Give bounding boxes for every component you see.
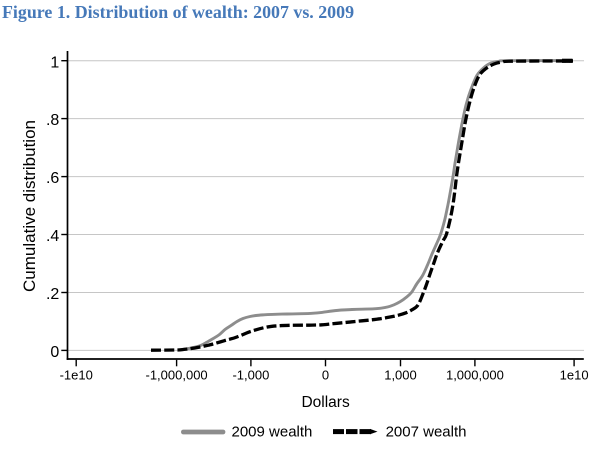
svg-text:-1e10: -1e10 xyxy=(60,367,93,382)
svg-text:.6: .6 xyxy=(46,170,59,187)
svg-text:Figure 1. Distribution of weal: Figure 1. Distribution of wealth: 2007 v… xyxy=(2,2,354,22)
svg-text:Cumulative distribution: Cumulative distribution xyxy=(20,120,39,292)
svg-text:1e10: 1e10 xyxy=(560,367,589,382)
svg-text:-1,000,000: -1,000,000 xyxy=(146,367,208,382)
svg-text:2007 wealth: 2007 wealth xyxy=(386,424,467,441)
svg-text:-1,000: -1,000 xyxy=(232,367,269,382)
svg-text:0: 0 xyxy=(50,344,59,361)
svg-text:1,000: 1,000 xyxy=(384,367,417,382)
svg-text:.2: .2 xyxy=(46,286,59,303)
svg-text:.4: .4 xyxy=(46,228,59,245)
svg-text:.8: .8 xyxy=(46,112,59,129)
svg-text:1: 1 xyxy=(50,54,59,71)
svg-text:2009 wealth: 2009 wealth xyxy=(232,424,313,441)
svg-text:0: 0 xyxy=(322,367,329,382)
svg-text:1,000,000: 1,000,000 xyxy=(446,367,504,382)
svg-text:Dollars: Dollars xyxy=(301,394,349,411)
